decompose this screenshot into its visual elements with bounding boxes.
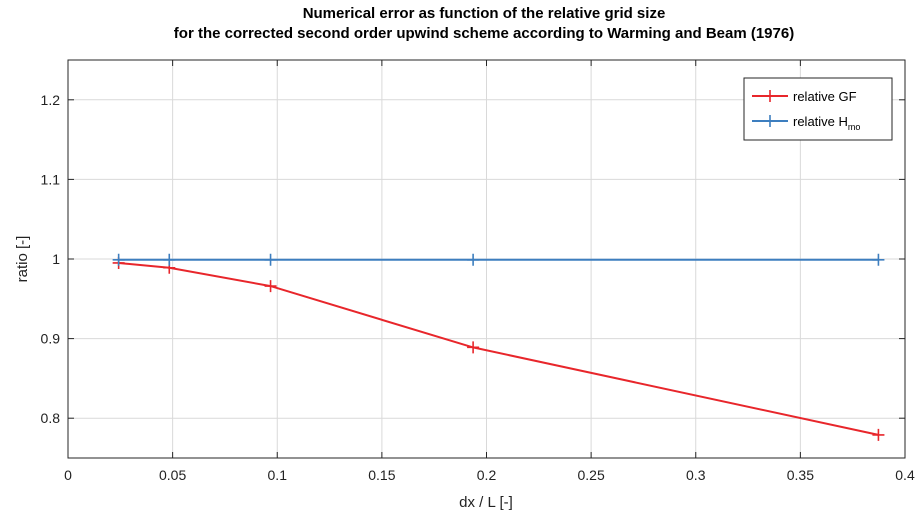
series-layer [112, 253, 885, 441]
data-point-marker [264, 253, 277, 266]
data-point-marker [467, 253, 480, 266]
x-tick-label: 0.1 [268, 467, 288, 483]
x-tick-label: 0.2 [477, 467, 497, 483]
legend-label: relative GF [793, 89, 857, 104]
x-axis-ticks: 0 0.05 0.1 0.15 0.2 0.25 0.3 0.35 0.4 [64, 60, 915, 483]
chart-title-line-2: for the corrected second order upwind sc… [174, 25, 794, 42]
data-point-marker [872, 253, 885, 266]
x-tick-label: 0.3 [686, 467, 706, 483]
data-point-marker [264, 280, 277, 293]
y-axis-label: ratio [-] [14, 236, 31, 283]
data-point-marker [112, 253, 125, 266]
y-tick-label: 1 [52, 251, 60, 267]
y-tick-label: 1.2 [41, 92, 61, 108]
legend-label: relative Hmo [793, 114, 860, 132]
data-point-marker [872, 428, 885, 441]
legend-marker [764, 115, 776, 127]
series-2 [112, 253, 885, 266]
x-tick-label: 0.05 [159, 467, 186, 483]
data-point-marker [467, 341, 480, 354]
x-tick-label: 0.35 [787, 467, 814, 483]
y-tick-label: 1.1 [41, 171, 61, 187]
y-axis-ticks: 0.8 0.9 1 1.1 1.2 [41, 92, 905, 426]
x-tick-label: 0.4 [895, 467, 915, 483]
x-axis-label: dx / L [-] [459, 494, 513, 511]
y-tick-label: 0.9 [41, 331, 61, 347]
x-tick-label: 0.15 [368, 467, 395, 483]
chart-title-line-1: Numerical error as function of the relat… [303, 5, 666, 22]
series-line [118, 262, 879, 436]
x-tick-label: 0.25 [578, 467, 605, 483]
series-1 [112, 256, 885, 441]
y-tick-label: 0.8 [41, 410, 61, 426]
legend: relative GF relative Hmo [743, 77, 893, 141]
legend-entry-1: relative GF [752, 89, 857, 104]
legend-box [743, 77, 893, 141]
legend-entry-2: relative Hmo [752, 114, 860, 132]
data-point-marker [163, 253, 176, 266]
x-tick-label: 0 [64, 467, 72, 483]
legend-marker [764, 90, 776, 102]
